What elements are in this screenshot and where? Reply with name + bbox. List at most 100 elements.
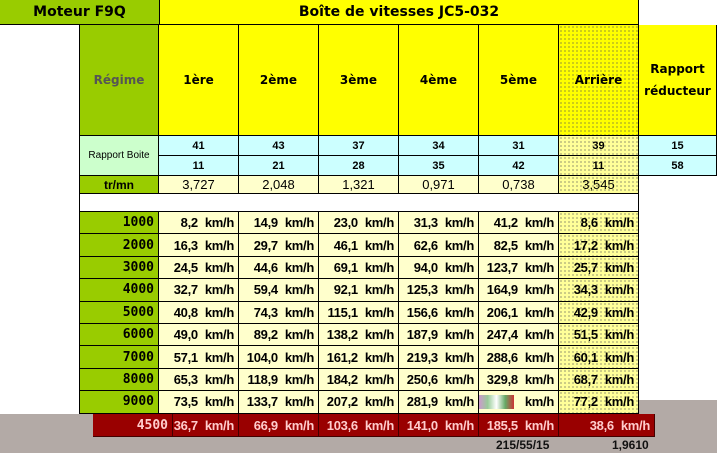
speed-unit: km/h [204,394,234,410]
speed-unit: km/h [524,349,554,365]
speed-value: 25,7 [573,259,598,275]
trmn-value: 1,321 [319,176,399,194]
gear-header: 1ère [159,25,239,136]
speed-cell: 82,5 km/h [479,234,559,257]
speed-unit: km/h [604,215,634,231]
speed-value: 14,9 [253,215,278,231]
speed-unit: km/h [364,327,394,343]
speed-value: 133,7 [246,394,278,410]
speed-unit: km/h [364,304,394,320]
speed-value: 250,6 [406,371,438,387]
speed-cell: 23,0 km/h [319,212,399,235]
speed-value: 329,8 [486,371,518,387]
speed-value: 73,5 [173,394,198,410]
speed-unit: km/h [524,371,554,387]
speed-unit: km/h [444,327,474,343]
ratio-top: 43 [239,136,319,156]
speed-unit: km/h [444,394,474,410]
speed-unit: km/h [284,304,314,320]
speed-unit: km/h [524,215,554,231]
speed-unit: km/h [444,237,474,253]
speed-cell: 161,2 km/h [319,346,399,369]
reducer-bottom: 58 [639,156,717,176]
speed-cell: 51,5 km/h [559,324,639,347]
speed-unit: km/h [444,259,474,275]
speed-value: 29,7 [253,237,278,253]
speed-value: 77,2 [573,394,598,410]
reducer-top: 15 [639,136,717,156]
speed-cell: 74,3 km/h [239,301,319,324]
speed-value: 184,2 [326,371,358,387]
speed-unit: km/h [620,417,650,433]
speed-unit: km/h [284,327,314,343]
speed-unit: km/h [604,282,634,298]
speed-value: 281,9 [406,394,438,410]
highlight-speed: 66,9 km/h [239,414,319,437]
rpm-cell: 4000 [79,279,159,302]
speed-value: 161,2 [326,349,358,365]
speed-value: 207,2 [326,394,358,410]
speed-unit: km/h [364,394,394,410]
regime-header: Régime [79,25,159,136]
gear-header: 2ème [239,25,319,136]
speed-value: 92,1 [333,282,358,298]
speed-cell: km/h [479,391,559,414]
speed-cell: 8,6 km/h [559,212,639,235]
speed-cell: 207,2 km/h [319,391,399,414]
rpm-cell: 6000 [79,324,159,347]
tire-size: 215/55/15 [496,438,550,452]
speed-cell: 44,6 km/h [239,256,319,280]
speed-cell: 69,1 km/h [319,256,399,280]
speed-value: 23,0 [333,215,358,231]
highlight-speed: 38,6 km/h [559,414,655,437]
speed-unit: km/h [364,371,394,387]
speed-cell: 94,0 km/h [399,256,479,280]
speed-cell: 164,9 km/h [479,279,559,302]
ratio-label: Rapport Boite [79,136,159,176]
speed-value: 68,7 [573,371,598,387]
ratio-top: 39 [559,136,639,156]
ratio-bottom: 42 [479,156,559,176]
speed-cell: 133,7 km/h [239,391,319,414]
speed-value: 17,2 [573,237,598,253]
speed-cell: 104,0 km/h [239,346,319,369]
rpm-cell: 5000 [79,301,159,324]
speed-unit: km/h [604,237,634,253]
speed-cell: 219,3 km/h [399,346,479,369]
speed-value: 31,3 [413,215,438,231]
speed-value: 118,9 [247,371,279,387]
speed-unit: km/h [284,237,314,253]
speed-unit: km/h [284,215,314,231]
speed-unit: km/h [444,371,474,387]
speed-cell: 62,6 km/h [399,234,479,257]
speed-cell: 250,6 km/h [399,368,479,392]
speed-unit: km/h [444,349,474,365]
speed-value: 59,4 [253,282,278,298]
trmn-value: 3,727 [159,176,239,194]
speed-unit: km/h [444,304,474,320]
speed-value: 138,2 [326,327,358,343]
speed-cell: 68,7 km/h [559,368,639,392]
rpm-cell: 9000 [79,391,159,414]
speed-value: 219,3 [406,349,438,365]
speed-cell: 138,2 km/h [319,324,399,347]
speed-unit: km/h [524,304,554,320]
speed-cell: 89,2 km/h [239,324,319,347]
speed-cell: 57,1 km/h [159,346,239,369]
speed-unit: km/h [524,394,554,410]
speed-value: 42,9 [573,304,598,320]
speed-unit: km/h [204,371,234,387]
speed-unit: km/h [284,259,314,275]
highlight-rpm: 4500 [93,414,173,437]
speed-value: 62,6 [413,237,438,253]
speed-value: 288,6 [486,349,518,365]
ratio-top: 31 [479,136,559,156]
ratio-top: 41 [159,136,239,156]
speed-value: 65,3 [173,371,198,387]
ratio-top: 37 [319,136,399,156]
speed-value: 103,6 [326,417,358,433]
spacer-row [79,194,639,212]
gear-header: 3ème [319,25,399,136]
speed-cell: 281,9 km/h [399,391,479,414]
speed-value: 51,5 [573,327,598,343]
